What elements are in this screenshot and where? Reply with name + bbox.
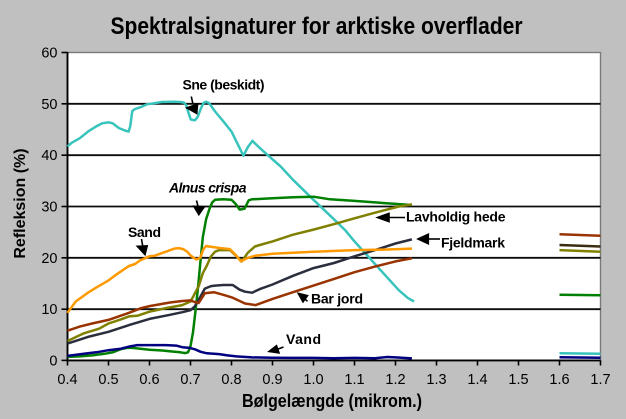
svg-text:20: 20 xyxy=(41,251,57,267)
svg-text:0.4: 0.4 xyxy=(57,372,77,388)
svg-text:0: 0 xyxy=(49,353,57,369)
svg-text:0.6: 0.6 xyxy=(139,372,159,388)
svg-text:1.0: 1.0 xyxy=(303,372,323,388)
svg-text:Alnus crispa: Alnus crispa xyxy=(168,180,247,196)
svg-text:Fjeldmark: Fjeldmark xyxy=(441,235,505,251)
svg-text:0.5: 0.5 xyxy=(98,372,118,388)
svg-text:60: 60 xyxy=(41,46,57,62)
svg-text:1.5: 1.5 xyxy=(508,372,528,388)
svg-text:0.7: 0.7 xyxy=(180,372,200,388)
svg-text:Vand: Vand xyxy=(286,331,321,347)
svg-text:Sand: Sand xyxy=(128,224,161,240)
svg-text:30: 30 xyxy=(41,200,57,216)
svg-text:Spektralsignaturer for arktisk: Spektralsignaturer for arktiske overflad… xyxy=(111,13,523,40)
svg-text:Bølgelængde (mikrom.): Bølgelængde (mikrom.) xyxy=(242,391,422,411)
svg-text:Lavholdig hede: Lavholdig hede xyxy=(406,209,506,225)
svg-text:40: 40 xyxy=(41,148,57,164)
svg-text:10: 10 xyxy=(41,302,57,318)
svg-text:0.9: 0.9 xyxy=(262,372,282,388)
svg-text:1.3: 1.3 xyxy=(426,372,446,388)
svg-text:50: 50 xyxy=(41,97,57,113)
svg-text:1.1: 1.1 xyxy=(344,372,364,388)
svg-text:1.6: 1.6 xyxy=(549,372,569,388)
svg-text:1.2: 1.2 xyxy=(385,372,405,388)
svg-text:Sne (beskidt): Sne (beskidt) xyxy=(183,77,265,93)
svg-text:1.7: 1.7 xyxy=(590,372,610,388)
svg-text:Refleksion (%): Refleksion (%) xyxy=(12,148,29,258)
svg-text:Bar jord: Bar jord xyxy=(311,291,363,307)
svg-text:0.8: 0.8 xyxy=(221,372,241,388)
svg-text:1.4: 1.4 xyxy=(467,372,487,388)
